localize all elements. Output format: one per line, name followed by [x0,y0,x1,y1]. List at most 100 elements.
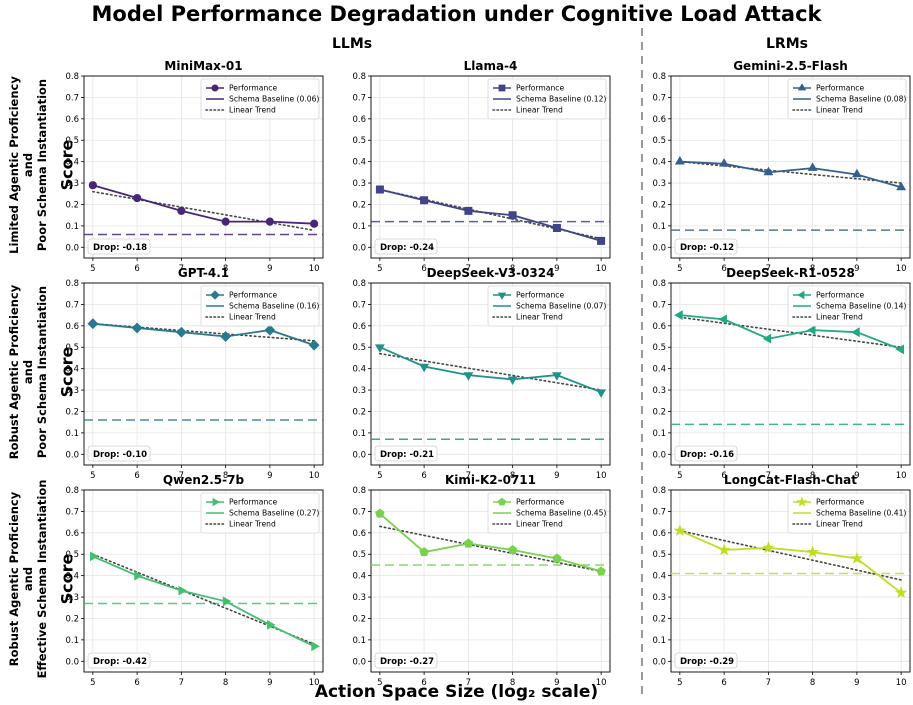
subplot-title: GPT-4.1 [178,266,229,280]
y-tick-label: 0.2 [652,200,666,210]
drop-label: Drop: -0.21 [380,450,434,460]
x-tick-label: 10 [896,264,907,274]
legend-trend-label: Linear Trend [816,313,863,322]
legend-performance-marker [211,84,219,92]
group-title-llms: LLMs [332,36,373,52]
subplot-1: MiniMax-01 0.0 0.1 0.2 0.3 0.4 0.5 0.6 0.7 0.8 5 6 7… [65,59,324,274]
axes-frame [370,75,611,259]
legend: Performance Schema Baseline (0.08) Linear … [787,78,906,120]
axes-frame [670,75,911,259]
y-tick-label: 0.3 [352,386,366,396]
subplot-title: MiniMax-01 [164,59,242,73]
subplot-7: Qwen2.5-7b 0.0 0.1 0.2 0.3 0.4 0.5 0.6 0.7 0.8 5 6 7… [65,473,324,688]
performance-point [310,219,319,228]
performance-point [807,162,818,171]
performance-point [375,508,385,518]
y-tick-label: 0.5 [65,343,79,353]
legend-performance-label: Performance [816,291,864,300]
subplot-5: DeepSeek-V3-0324 0.0 0.1 0.2 0.3 0.4 0.5 0.6 0.7… [352,266,611,481]
performance-point [375,185,384,194]
legend-box [787,285,907,327]
drop-annotation: Drop: -0.27 [374,652,438,669]
performance-point [222,596,232,607]
performance-point [419,547,429,557]
legend: Performance Schema Baseline (0.06) Linear … [200,78,319,120]
legend-trend-label: Linear Trend [229,520,276,529]
legend-performance-marker [210,290,220,300]
legend-performance-label: Performance [229,291,277,300]
performance-point [221,217,230,226]
legend-box [487,492,607,534]
legend-box [787,492,907,534]
performance-point [131,322,143,334]
y-tick-label: 0.6 [652,322,666,332]
performance-line [679,529,902,594]
y-tick-label: 0.2 [352,407,366,417]
subplot-title: Llama-4 [464,59,518,73]
legend-performance-label: Performance [816,84,864,93]
y-tick-label: 0.5 [652,550,666,560]
x-tick-label: 5 [677,678,682,688]
y-tick-label: 0.6 [65,115,79,125]
y-tick-label: 0.2 [352,614,366,624]
performance-point [463,538,474,548]
y-tick-label: 0.7 [65,507,79,517]
x-tick-label: 10 [896,471,907,481]
y-tick-label: 0.1 [652,636,666,646]
performance-point [717,543,731,556]
legend-trend-label: Linear Trend [516,313,563,322]
legend-performance-label: Performance [516,84,564,93]
x-tick-label: 10 [309,471,320,481]
y-tick-label: 0.7 [652,300,666,310]
y-tick-label: 0.3 [652,179,666,189]
performance-point [552,553,562,563]
y-tick-label: 0.4 [352,365,366,375]
y-tick-label: 0.3 [352,593,366,603]
performance-line [92,184,315,225]
drop-box [674,238,738,255]
x-tick-label: 8 [510,678,515,688]
drop-box [374,238,438,255]
performance-point [507,545,518,554]
performance-line [679,160,902,189]
performance-point [894,586,908,599]
performance-point [763,166,774,176]
legend-baseline-label: Schema Baseline (0.45) [516,509,606,518]
x-tick-label: 5 [90,264,95,274]
x-tick-label: 9 [554,678,559,688]
x-axis-label: Action Space Size (log₂ scale) [314,682,599,702]
drop-box [374,445,438,462]
legend: Performance Schema Baseline (0.12) Linear … [487,78,606,120]
linear-trend-line [679,529,902,581]
x-tick-label: 7 [466,471,471,481]
y-tick-label: 0.5 [352,550,366,560]
y-tick-label: 0.4 [65,572,79,582]
x-tick-label: 7 [766,264,771,274]
y-tick-label: 0.3 [65,386,79,396]
performance-point [133,193,142,203]
performance-point [267,620,276,630]
y-tick-label: 0.7 [652,93,666,103]
subplot-title: LongCat-Flash-Chat [724,473,857,487]
legend-trend-label: Linear Trend [516,106,563,115]
legend-performance-label: Performance [229,498,277,507]
y-tick-label: 0.6 [352,529,366,539]
performance-point [852,168,862,178]
performance-point [896,181,907,191]
axes-frame [670,489,911,673]
performance-line [92,555,315,648]
legend-box [487,285,607,327]
x-tick-label: 8 [810,471,815,481]
subplot-title: Kimi-K2-0711 [445,473,536,487]
x-tick-label: 5 [377,471,382,481]
x-tick-label: 10 [309,264,320,274]
x-tick-label: 10 [309,678,320,688]
axes-frame [83,75,324,259]
y-tick-label: 0.0 [352,243,366,253]
performance-point [134,570,143,581]
drop-box [87,652,151,669]
performance-line [679,314,902,351]
group-title-lrms: LRMs [766,36,808,52]
x-tick-label: 5 [90,471,95,481]
performance-point [177,206,186,215]
